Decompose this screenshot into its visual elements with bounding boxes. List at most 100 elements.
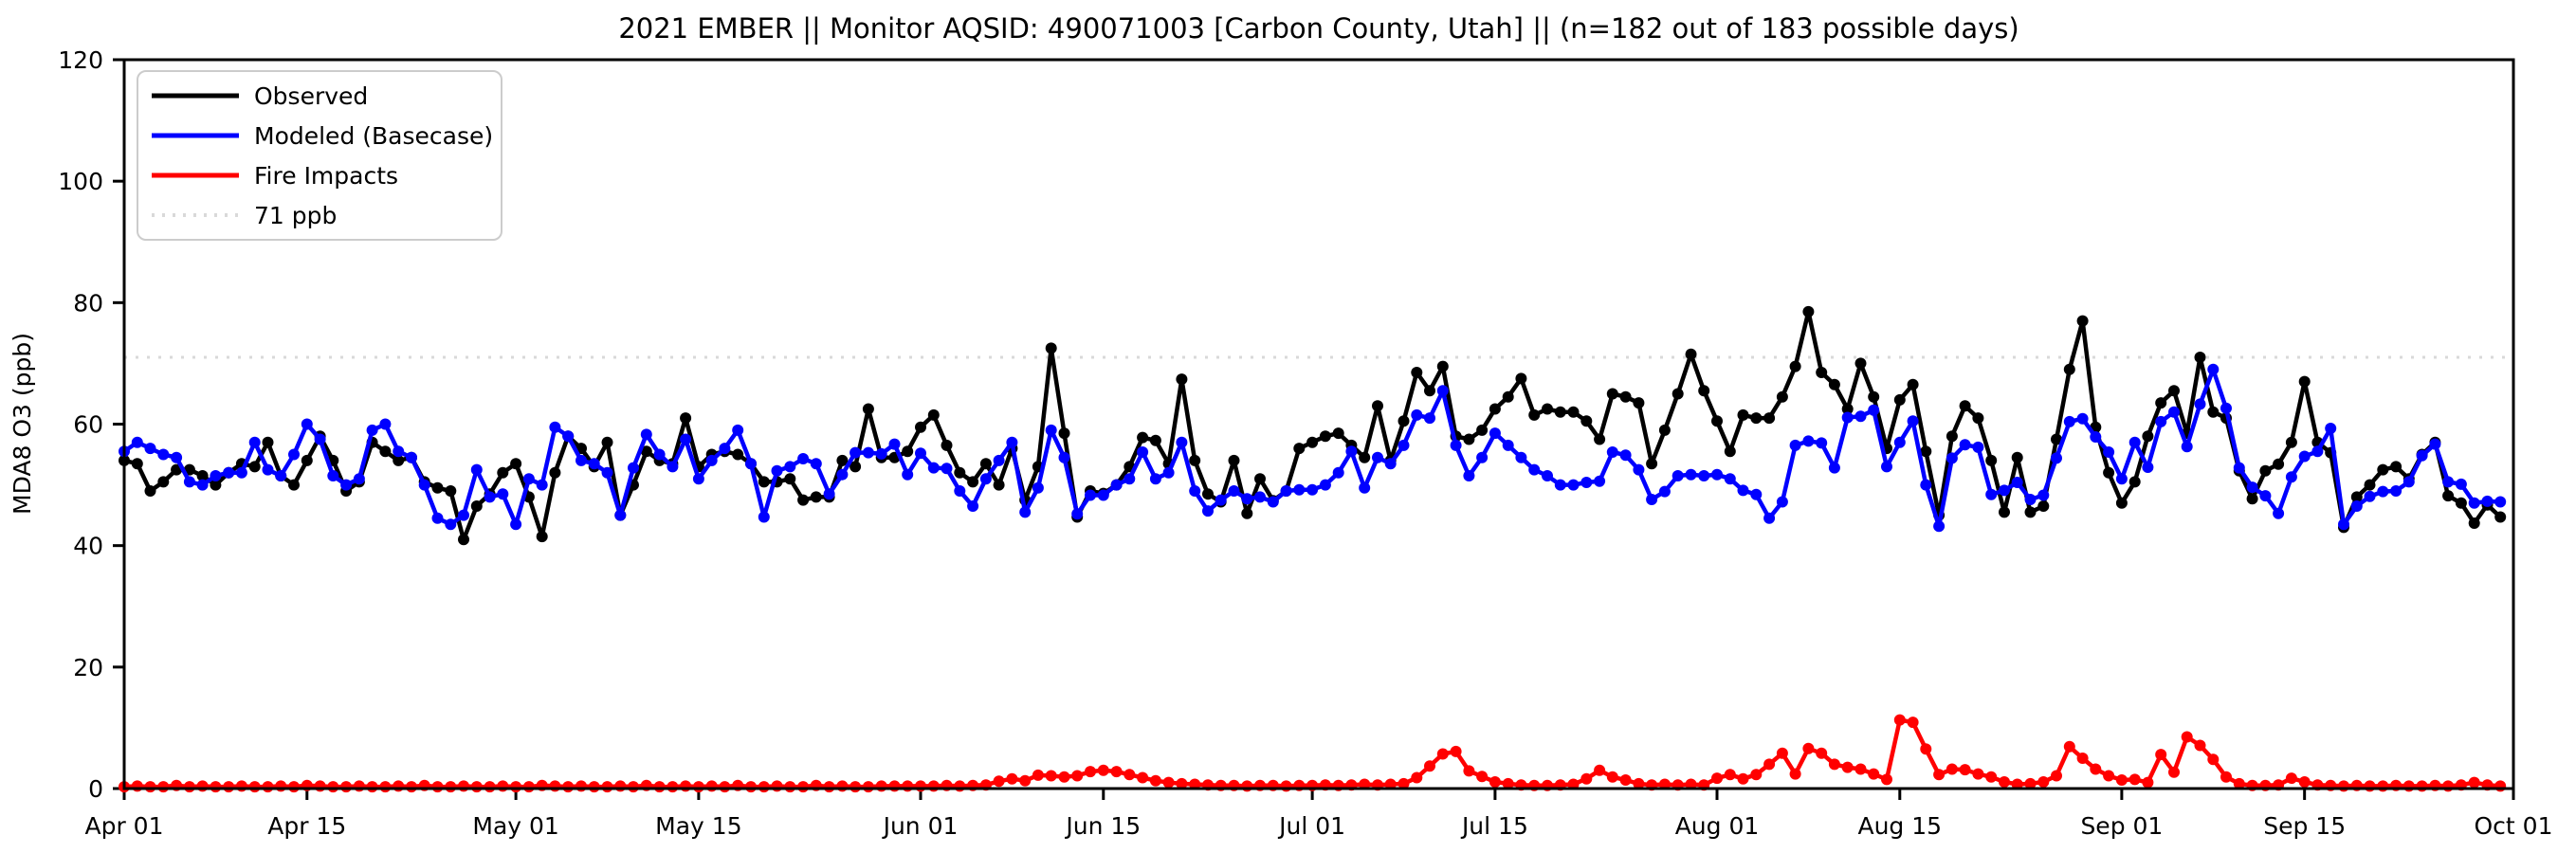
modeled-line-marker: [732, 424, 744, 436]
observed-line-marker: [967, 476, 979, 488]
modeled-line-marker: [1881, 461, 1892, 473]
modeled-line-marker: [235, 466, 247, 479]
fire-impacts-line-marker: [1411, 771, 1423, 784]
observed-line-marker: [1359, 451, 1371, 463]
legend-observed-label: Observed: [254, 82, 368, 110]
fire-impacts-line-marker: [1907, 717, 1919, 729]
modeled-line-marker: [680, 433, 692, 445]
fire-impacts-line-marker: [1580, 772, 1593, 785]
fire-impacts-line-marker: [1933, 769, 1946, 781]
observed-line-marker: [1959, 400, 1971, 412]
modeled-line-marker: [2194, 398, 2206, 410]
modeled-line-marker: [431, 512, 444, 524]
modeled-line-marker: [1542, 470, 1553, 481]
fire-impacts-line-marker: [1606, 771, 1618, 783]
fire-impacts-line-marker: [2155, 749, 2167, 761]
observed-line-marker: [1489, 403, 1501, 415]
modeled-line-marker: [248, 436, 261, 448]
observed-line-marker: [680, 412, 692, 425]
fire-impacts-line-marker: [667, 781, 679, 793]
observed-line-marker: [1685, 348, 1697, 360]
fire-impacts-line-marker: [1137, 771, 1149, 784]
modeled-line-marker: [1841, 411, 1854, 424]
observed-line-marker: [640, 445, 652, 458]
modeled-line-marker: [1959, 439, 1971, 451]
modeled-line-marker: [1580, 477, 1593, 488]
modeled-line-marker: [2246, 481, 2258, 494]
fire-impacts-line-marker: [601, 781, 613, 793]
fire-impacts-line-marker: [353, 780, 365, 792]
fire-impacts-line-marker: [1398, 777, 1410, 789]
observed-line-marker: [2115, 497, 2128, 509]
observed-line-marker: [1646, 458, 1658, 470]
observed-line-marker: [301, 454, 313, 466]
fire-impacts-line-marker: [862, 781, 874, 793]
modeled-line-marker: [1006, 436, 1018, 448]
legend-threshold-label: 71 ppb: [254, 202, 337, 229]
modeled-line-marker: [1685, 468, 1697, 481]
modeled-line-marker: [1215, 494, 1227, 506]
fire-impacts-line-marker: [2063, 740, 2075, 753]
observed-line-marker: [470, 500, 483, 512]
modeled-line-marker: [1411, 408, 1423, 421]
fire-impacts-line-marker: [1999, 776, 2010, 788]
fire-impacts-line-marker: [797, 781, 810, 793]
observed-line-marker: [2285, 436, 2297, 448]
modeled-line-marker: [157, 448, 170, 461]
x-tick-label: Sep 01: [2080, 812, 2163, 840]
modeled-line-marker: [902, 468, 914, 481]
modeled-line-marker: [497, 488, 509, 500]
fire-impacts-line-marker: [2233, 777, 2245, 789]
x-tick-label: Apr 01: [84, 812, 163, 840]
modeled-line-marker: [1672, 470, 1684, 481]
modeled-line-marker: [967, 500, 979, 512]
observed-line-marker: [836, 454, 849, 466]
modeled-line-marker: [862, 446, 874, 459]
observed-line-marker: [2494, 511, 2507, 523]
observed-line-marker: [784, 473, 796, 485]
observed-line-marker: [1868, 390, 1880, 403]
modeled-line-marker: [993, 454, 1005, 466]
modeled-line-marker: [979, 473, 992, 485]
fire-impacts-line-marker: [2285, 772, 2297, 785]
fire-impacts-line-marker: [2338, 780, 2349, 792]
modeled-line-marker: [262, 463, 274, 476]
modeled-line-marker: [2311, 445, 2324, 458]
modeled-line-marker: [1763, 512, 1776, 524]
fire-impacts-line-marker: [719, 781, 731, 793]
fire-impacts-line-marker: [2207, 753, 2220, 766]
observed-line-marker: [1332, 427, 1344, 440]
modeled-line-marker: [2416, 449, 2428, 462]
fire-impacts-line-marker: [393, 780, 405, 792]
fire-impacts-line-marker: [1085, 766, 1096, 778]
fire-impacts-line-marker: [1841, 761, 1854, 773]
observed-line-marker: [2063, 363, 2075, 375]
x-tick-label: Sep 15: [2263, 812, 2346, 840]
fire-impacts-line-marker: [223, 781, 235, 793]
modeled-line-marker: [196, 479, 209, 491]
modeled-line-marker: [1554, 479, 1566, 491]
fire-impacts-line-marker: [2416, 780, 2428, 792]
fire-impacts-line-marker: [1763, 758, 1776, 771]
observed-line-marker: [902, 445, 914, 458]
modeled-line-marker: [2442, 476, 2455, 488]
fire-impacts-line-marker: [614, 780, 627, 792]
modeled-line-marker: [2076, 412, 2089, 425]
modeled-line-marker: [1828, 462, 1840, 474]
modeled-line-marker: [1085, 489, 1096, 501]
modeled-line-marker: [1802, 435, 1815, 447]
modeled-line-marker: [327, 470, 339, 481]
modeled-line-marker: [223, 466, 235, 479]
modeled-line-marker: [875, 447, 887, 460]
modeled-line-marker: [1202, 505, 1214, 517]
x-tick-label: Jun 15: [1064, 812, 1141, 840]
observed-line-marker: [1045, 342, 1057, 354]
fire-impacts-line-marker: [850, 781, 862, 793]
observed-line-marker: [288, 479, 300, 491]
fire-impacts-line-marker: [927, 780, 940, 792]
fire-impacts-line-marker: [2024, 777, 2037, 789]
x-tick-label: May 01: [472, 812, 558, 840]
fire-impacts-line-marker: [366, 781, 378, 793]
modeled-line-marker: [2207, 363, 2220, 375]
